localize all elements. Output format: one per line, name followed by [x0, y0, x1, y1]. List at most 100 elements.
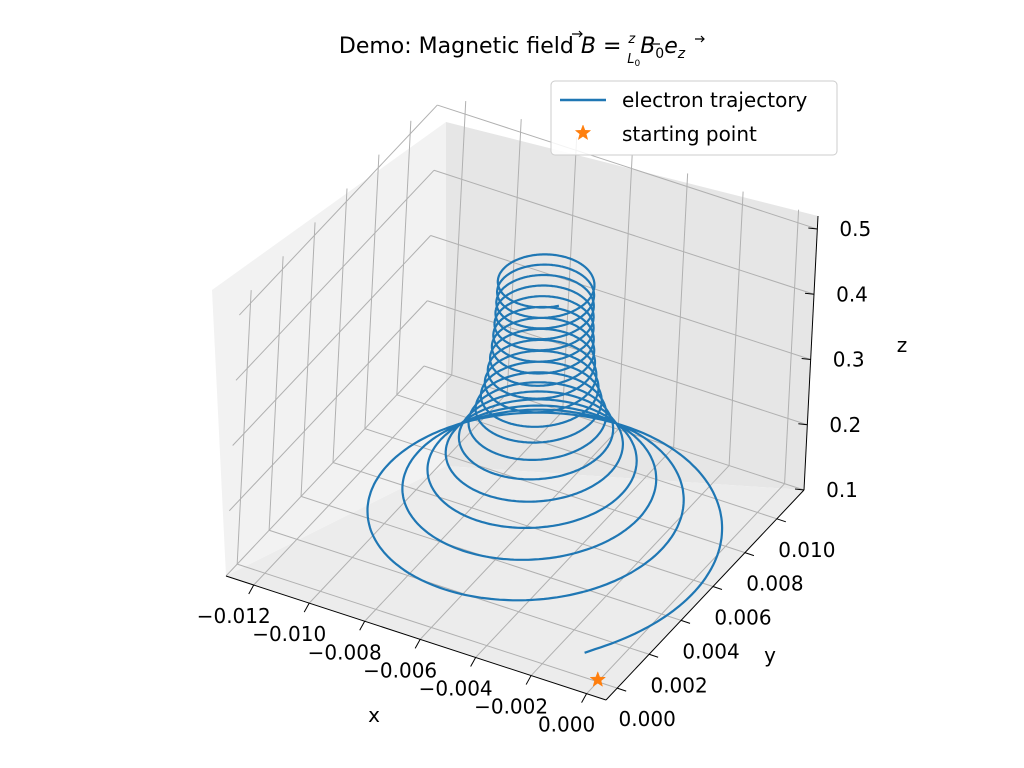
chart-title: Demo: Magnetic field B = z L0B0ez	[339, 32, 686, 69]
starting-point-marker	[589, 671, 607, 687]
y-axis-label: y	[764, 643, 776, 667]
tick-y	[680, 619, 691, 624]
tick-x	[414, 639, 421, 649]
title-coef: B	[640, 34, 655, 59]
gridline-y-wall	[332, 188, 348, 463]
tick-x	[303, 602, 310, 613]
tick-z	[801, 358, 811, 361]
gridline-x-floor	[530, 465, 730, 676]
gridline-y-floor	[237, 563, 618, 689]
z-tick-label: 0.2	[829, 413, 861, 437]
legend-trajectory-label: electron trajectory	[622, 88, 808, 112]
gridline-z-right	[430, 235, 811, 360]
electron-trajectory-line	[366, 253, 724, 654]
tick-x	[581, 693, 588, 703]
x-tick-label: −0.006	[363, 658, 437, 682]
gridline-y-wall	[268, 256, 284, 531]
title-vec: e	[664, 34, 678, 59]
gridline-z-left	[228, 300, 428, 512]
gridline-x-wall	[506, 119, 522, 394]
title-coef-sub: 0	[655, 46, 664, 62]
x-tick-label: −0.010	[252, 622, 326, 646]
gridline-x-wall	[451, 101, 467, 376]
gridline-x-wall	[617, 155, 633, 430]
z-tick-label: 0.4	[836, 282, 868, 306]
gridline-x-wall	[784, 209, 800, 484]
title-frac-num: z	[627, 32, 636, 47]
x-tick-label: −0.002	[474, 695, 548, 719]
tick-z	[794, 488, 805, 491]
title-lhs: B	[581, 34, 596, 59]
z-tick-label: 0.3	[833, 348, 865, 372]
title-frac-den-sub: 0	[634, 59, 640, 69]
gridline-y-wall	[396, 120, 412, 395]
x-axis-line	[225, 575, 607, 701]
gridline-y-wall	[300, 222, 316, 497]
axis-lines	[225, 215, 819, 701]
axis-tick-labels: −0.012−0.010−0.008−0.006−0.004−0.0020.00…	[197, 217, 872, 737]
gridline-x-floor	[253, 374, 453, 586]
tick-y	[648, 653, 659, 658]
z-tick-label: 0.5	[839, 217, 871, 241]
legend-box	[550, 80, 838, 156]
axis-ticks	[248, 227, 818, 703]
gridline-y-floor	[364, 428, 746, 554]
x-tick-label: −0.008	[308, 640, 382, 664]
y-tick-label: 0.002	[650, 673, 707, 697]
x-axis-label: x	[368, 703, 380, 727]
gridline-x-floor	[419, 429, 619, 640]
z-axis-label: z	[897, 333, 908, 357]
gridline-z-right	[433, 169, 815, 295]
title-vector-arrows	[572, 30, 705, 43]
tick-y	[776, 518, 787, 523]
title-frac-den: L	[627, 52, 634, 67]
tick-y	[712, 586, 723, 591]
z-tick-label: 0.1	[826, 478, 858, 502]
title-prefix: Demo: Magnetic field	[339, 34, 581, 59]
gridline-y-wall	[364, 154, 380, 429]
tick-z	[798, 423, 808, 426]
x-tick-label: −0.004	[419, 676, 493, 700]
gridline-x-floor	[308, 392, 508, 604]
legend: electron trajectory starting point	[550, 80, 838, 156]
tick-x	[470, 657, 477, 667]
tick-z	[808, 227, 818, 230]
title-arrow-e	[695, 35, 705, 43]
series-layer	[366, 253, 724, 687]
gridline-y-floor	[332, 462, 714, 588]
z-axis-line	[803, 215, 819, 491]
title-vec-sub: z	[677, 46, 686, 62]
gridline-z-left	[232, 235, 432, 446]
y-tick-label: 0.004	[682, 639, 739, 663]
gridline-x-floor	[586, 483, 785, 695]
tick-x	[525, 675, 532, 685]
x-tick-label: −0.012	[197, 604, 271, 628]
y-tick-label: 0.010	[778, 538, 835, 562]
title-arrow-b	[572, 30, 583, 38]
legend-start-label: starting point	[622, 122, 757, 146]
tick-x	[248, 584, 255, 595]
gridline-x-wall	[673, 173, 689, 448]
y-tick-label: 0.006	[714, 606, 771, 630]
x-tick-label: 0.000	[538, 713, 595, 737]
y-axis-line	[605, 489, 805, 701]
gridline-y-floor	[396, 394, 778, 520]
gridline-y-wall	[236, 290, 252, 565]
gridline-z-left	[235, 169, 435, 381]
y-tick-label: 0.000	[619, 707, 676, 731]
gridline-y-floor	[268, 529, 650, 655]
gridline-z-left	[225, 365, 425, 577]
tick-z	[804, 292, 815, 295]
gridline-z-left	[238, 104, 438, 316]
title-rel: =	[596, 34, 628, 59]
back-pane-left	[212, 122, 446, 576]
gridline-z-right	[437, 104, 818, 230]
tick-x	[359, 621, 366, 631]
y-tick-label: 0.008	[746, 572, 803, 596]
legend-start-swatch	[574, 124, 592, 141]
gridline-x-wall	[728, 191, 744, 466]
gridline-z-right	[427, 300, 808, 426]
tick-y	[744, 552, 755, 557]
tick-y	[617, 687, 627, 692]
